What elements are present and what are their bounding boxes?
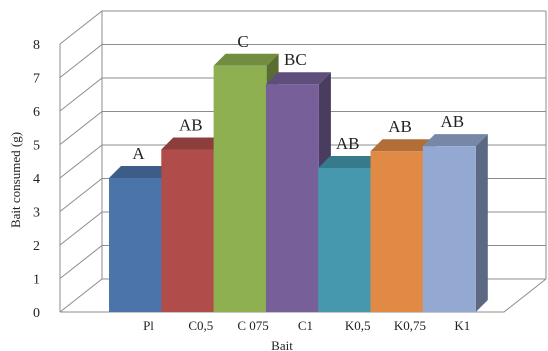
- grid-layer: [59, 10, 547, 313]
- y-tick-label: 7: [33, 72, 40, 87]
- bar-top-face: [109, 166, 174, 178]
- bar-top-face: [161, 137, 227, 150]
- y-tick-label: 8: [33, 38, 40, 53]
- x-tick-label: C0,5: [188, 318, 213, 333]
- x-axis-ticks: Pl C0,5 C 075 C1 K0,5 K0,75 K1: [143, 318, 470, 333]
- y-tick-label: 3: [33, 206, 40, 221]
- bar-top-face: [213, 53, 279, 66]
- significance-label: AB: [440, 112, 464, 131]
- significance-label: BC: [284, 50, 307, 69]
- x-axis-title: Bait: [271, 338, 293, 351]
- bar-top-face: [370, 139, 436, 152]
- x-tick-label: K1: [454, 318, 470, 333]
- bar-front-face: [161, 149, 215, 312]
- significance-label: A: [132, 144, 145, 163]
- gridline: [59, 111, 546, 145]
- significance-label: AB: [336, 134, 360, 153]
- significance-label: AB: [179, 116, 203, 135]
- x-tick-label: C 075: [237, 318, 268, 333]
- gridline: [59, 44, 546, 78]
- y-tick-label: 6: [33, 105, 40, 120]
- y-tick-label: 2: [33, 239, 40, 254]
- bar-top-face: [422, 134, 488, 147]
- y-axis-ticks: 0 1 2 3 4 5 6 7 8: [33, 38, 40, 321]
- gridline: [59, 77, 546, 112]
- bar-top-face: [318, 155, 384, 168]
- x-tick-label: K0,75: [394, 318, 426, 333]
- bar-front-face: [265, 84, 319, 312]
- significance-label: AB: [388, 117, 412, 136]
- bar-front-face: [318, 167, 372, 312]
- y-tick-label: 4: [33, 172, 40, 187]
- bar-front-face: [422, 146, 476, 312]
- bar-front-face: [370, 151, 424, 312]
- bar-top-face: [265, 72, 331, 85]
- x-tick-label: Pl: [143, 318, 154, 333]
- y-tick-label: 0: [33, 306, 40, 321]
- significance-label: C: [237, 32, 248, 51]
- y-tick-label: 5: [33, 139, 40, 154]
- y-axis-title: Bait consumed (g): [8, 132, 23, 228]
- y-tick-label: 1: [33, 273, 40, 288]
- bar: [422, 134, 488, 312]
- gridline: [59, 10, 546, 45]
- significance-labels: A AB C BC AB AB AB: [132, 32, 464, 163]
- bar-side-face: [475, 134, 488, 312]
- bar-front-face: [213, 65, 267, 313]
- bars: [109, 53, 488, 313]
- x-tick-label: C1: [298, 318, 313, 333]
- x-tick-label: K0,5: [345, 318, 371, 333]
- bar-front-face: [109, 178, 162, 312]
